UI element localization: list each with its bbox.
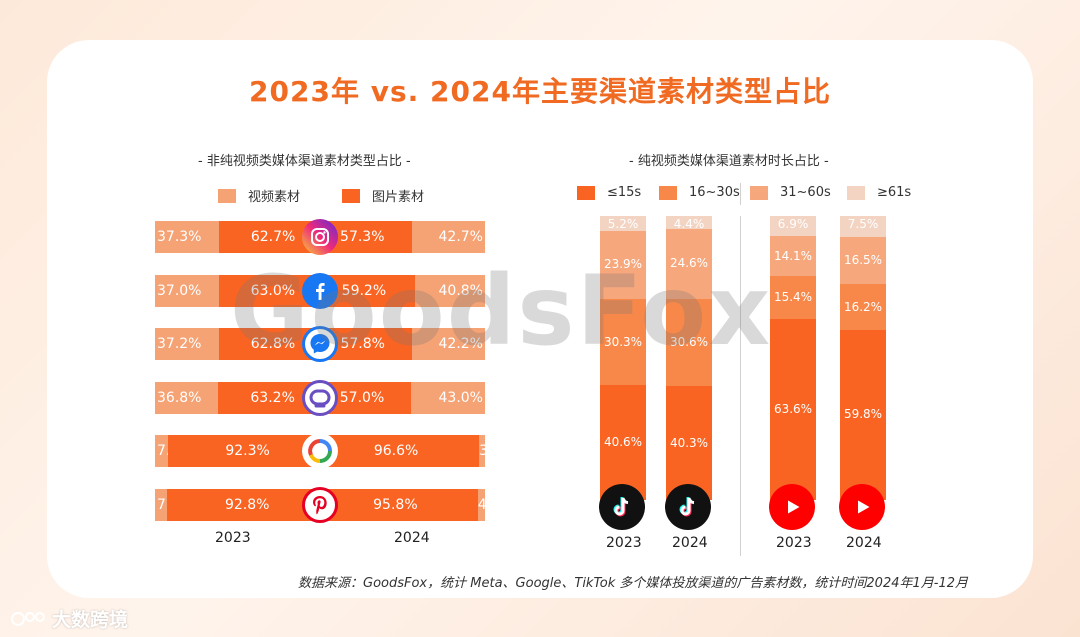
bar-2023-video: 37.3% xyxy=(155,221,220,253)
legend-image: 图片素材 xyxy=(342,186,424,205)
legend-image-swatch xyxy=(342,188,360,203)
col-seg-gte61: 5.2% xyxy=(600,216,646,231)
bar-2024-video: 42.2% xyxy=(412,328,485,360)
page-title: 2023年 vs. 2024年主要渠道素材类型占比 xyxy=(249,75,831,108)
col-seg-lt15: 63.6% xyxy=(770,319,816,500)
col-seg-gte61: 4.4% xyxy=(666,216,712,231)
legend-16-30: 16~30s xyxy=(659,185,740,200)
col-seg-lt15: 59.8% xyxy=(840,330,886,500)
bar-2024-video: 40.8% xyxy=(414,274,485,307)
col-seg-16-30: 30.3% xyxy=(600,298,646,385)
duration-column: 40.6% 30.3% 23.9% 5.2% xyxy=(600,216,646,500)
legend-31-60-swatch xyxy=(750,185,768,200)
duration-column: 40.3% 30.6% 24.6% 4.4% xyxy=(666,216,712,500)
legend-31-60: 31~60s xyxy=(750,185,831,200)
legend-video-swatch xyxy=(218,188,236,203)
legend-video: 视频素材 xyxy=(218,186,300,205)
brand-mark-icon xyxy=(11,611,45,626)
legend-image-label: 图片素材 xyxy=(372,190,425,205)
channel-row: 37.2% 62.8% 57.8% 42.2% xyxy=(0,326,1080,362)
legend-16-30-swatch xyxy=(659,185,677,200)
bar-2024-video: 42.7% xyxy=(411,221,485,253)
left-chart-title: - 非纯视频类媒体渠道素材类型占比 - xyxy=(198,154,411,169)
left-year-2023: 2023 xyxy=(215,530,251,546)
col-seg-16-30: 15.4% xyxy=(770,275,816,320)
legend-31-60-label: 31~60s xyxy=(780,185,831,200)
instagram-icon xyxy=(302,219,338,255)
channel-row: 7.7%92.3%96.6%3.4% xyxy=(0,433,1080,469)
tiktok-icon xyxy=(599,484,645,530)
channel-row: 37.0% 63.0% 59.2% 40.8% xyxy=(0,272,1080,309)
bar-2023-image: 92.8% xyxy=(167,488,327,521)
bar-2023-video: 7.7% xyxy=(155,435,193,467)
right-chart-title: - 纯视频类媒体渠道素材时长占比 - xyxy=(629,154,829,169)
column-year-label: 2024 xyxy=(846,535,882,551)
column-year-label: 2024 xyxy=(672,535,708,551)
channel-row: 36.8% 63.2% 57.0% 43.0% xyxy=(0,379,1080,416)
col-seg-31-60: 14.1% xyxy=(770,235,816,276)
channel-row: 7.2%92.8%95.8%4.2% xyxy=(0,486,1080,523)
bar-2023-video: 37.0% xyxy=(155,274,219,307)
legend-lt15: ≤15s xyxy=(577,185,641,200)
bar-2024-video: 3.4% xyxy=(479,435,515,467)
legend-video-label: 视频素材 xyxy=(248,190,301,205)
google-ads-icon xyxy=(302,433,338,469)
legend-gte61-label: ≥61s xyxy=(877,185,912,200)
legend-gte61: ≥61s xyxy=(847,185,911,200)
bar-2024-image: 95.8% xyxy=(313,488,478,521)
col-seg-31-60: 16.5% xyxy=(840,237,886,285)
legend-lt15-swatch xyxy=(577,185,595,200)
tiktok-icon xyxy=(665,484,711,530)
audience-network-icon xyxy=(302,379,338,416)
data-source-note: 数据来源：GoodsFox，统计 Meta、Google、TikTok 多个媒体… xyxy=(298,576,969,591)
facebook-icon xyxy=(302,272,338,309)
column-year-label: 2023 xyxy=(776,535,812,551)
legend-16-30-label: 16~30s xyxy=(689,185,740,200)
col-seg-gte61: 7.5% xyxy=(840,216,886,238)
col-seg-16-30: 16.2% xyxy=(840,284,886,331)
bar-2024-video: 43.0% xyxy=(411,381,485,414)
legend-gte61-swatch xyxy=(847,185,865,200)
bar-2023-video: 37.2% xyxy=(155,328,219,360)
legend-lt15-label: ≤15s xyxy=(607,185,642,200)
bar-2024-image: 96.6% xyxy=(313,435,480,467)
left-year-2024: 2024 xyxy=(394,530,430,546)
bar-2023-video: 36.8% xyxy=(155,381,219,414)
bar-2024-video: 4.2% xyxy=(477,488,513,521)
column-group-divider xyxy=(740,216,741,556)
col-seg-lt15: 40.3% xyxy=(666,385,712,500)
bar-2023-video: 7.2% xyxy=(155,488,193,521)
messenger-icon xyxy=(302,326,338,362)
channel-row: 37.3% 62.7% 57.3% 42.7% xyxy=(0,219,1080,255)
duration-column: 63.6% 15.4% 14.1% 6.9% xyxy=(770,216,816,500)
col-seg-31-60: 23.9% xyxy=(600,230,646,299)
youtube-icon xyxy=(839,484,885,530)
col-seg-16-30: 30.6% xyxy=(666,298,712,386)
legend-divider xyxy=(740,183,741,205)
duration-column: 59.8% 16.2% 16.5% 7.5% xyxy=(840,216,886,500)
column-year-label: 2023 xyxy=(606,535,642,551)
col-seg-lt15: 40.6% xyxy=(600,384,646,500)
brand-logo: 大数跨境 xyxy=(10,605,128,632)
pinterest-icon xyxy=(302,486,338,523)
youtube-icon xyxy=(769,484,815,530)
brand-name: 大数跨境 xyxy=(52,609,129,631)
col-seg-31-60: 24.6% xyxy=(666,228,712,299)
watermark: GoodsFox xyxy=(230,255,773,367)
col-seg-gte61: 6.9% xyxy=(770,216,816,236)
bar-2023-image: 92.3% xyxy=(168,435,327,467)
